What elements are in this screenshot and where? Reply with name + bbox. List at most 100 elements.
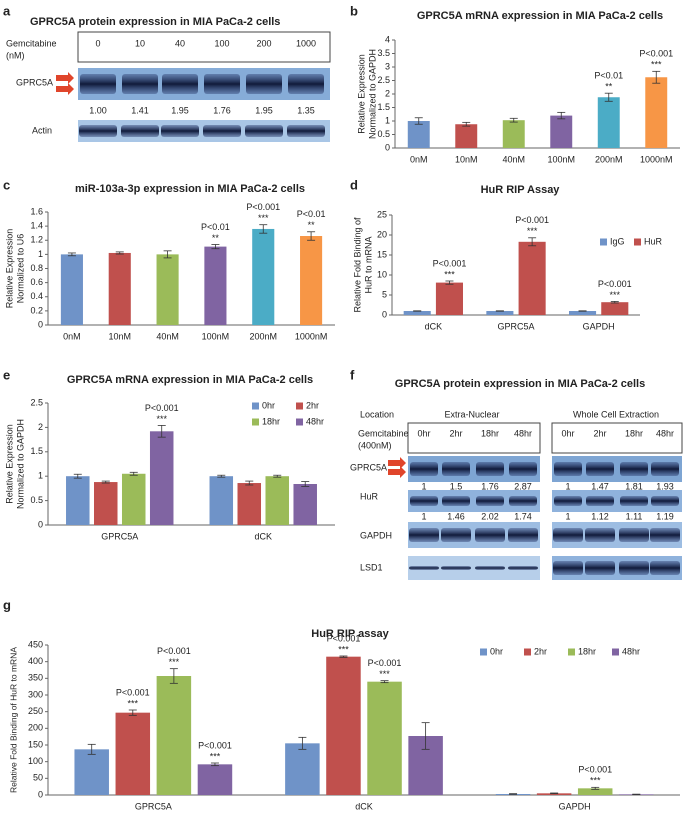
blot-band: [475, 528, 505, 542]
panel-label: g: [3, 597, 11, 612]
annotation: P<0.01: [594, 71, 623, 81]
blot-band: [204, 74, 240, 94]
y-tick-label: 20: [377, 229, 387, 239]
y-tick-label: 150: [28, 739, 43, 749]
y-tick-label: 3.5: [377, 48, 390, 58]
y-axis-label: HuR to mRNA: [363, 236, 373, 293]
quantification: 1.5: [450, 481, 463, 491]
group-label: Extra-Nuclear: [444, 409, 499, 419]
arrow: [56, 72, 74, 84]
blot-band: [161, 125, 199, 137]
treatment-label: Gemcitabine: [358, 428, 409, 438]
annotation: ***: [338, 644, 349, 654]
blot-band: [651, 462, 679, 476]
blot-band: [288, 74, 324, 94]
bar: [74, 749, 109, 795]
error-bar: [129, 471, 138, 476]
legend-label: 0hr: [490, 646, 503, 656]
bar: [265, 476, 289, 525]
annotation: ***: [527, 226, 538, 236]
y-tick-label: 1: [38, 471, 43, 481]
bar: [156, 676, 192, 795]
blot-band: [651, 496, 679, 506]
y-tick-label: 200: [28, 723, 43, 733]
x-tick-label: dCK: [355, 801, 373, 811]
quantification: 1.11: [626, 511, 643, 521]
error-bar: [67, 252, 76, 257]
blot-band: [620, 496, 648, 506]
bar: [293, 484, 317, 525]
lane-label: 48hr: [656, 428, 674, 438]
blot-band: [122, 74, 158, 94]
bar: [407, 121, 430, 148]
chart-title: GPRC5A mRNA expression in MIA PaCa-2 cel…: [67, 374, 313, 386]
annotation: P<0.001: [157, 646, 191, 656]
row-label: GPRC5A: [16, 77, 53, 87]
bar: [569, 311, 597, 315]
legend-swatch: [252, 418, 259, 426]
annotation: P<0.001: [145, 403, 179, 413]
lane-label: 48hr: [514, 428, 532, 438]
error-bar: [557, 111, 566, 120]
y-tick-label: 250: [28, 706, 43, 716]
error-bar: [509, 793, 518, 795]
bar: [252, 228, 275, 325]
legend-label: 48hr: [622, 646, 640, 656]
error-bar: [163, 250, 172, 259]
bar: [237, 483, 262, 525]
y-axis-label: Relative Expression: [356, 54, 366, 134]
annotation: ***: [128, 698, 139, 708]
legend-swatch: [524, 648, 531, 656]
quantification: 1: [565, 481, 570, 491]
arrow: [388, 466, 406, 478]
bar: [300, 236, 323, 325]
panel-label: b: [350, 3, 358, 18]
y-tick-label: 0: [38, 519, 43, 529]
error-bar: [307, 231, 316, 241]
x-tick-label: 0nM: [63, 331, 81, 341]
blot-band: [246, 74, 282, 94]
chart-title: miR-103a-3p expression in MIA PaCa-2 cel…: [75, 183, 305, 195]
lane-label: 0: [95, 38, 100, 48]
lane-label: 200: [256, 38, 271, 48]
y-tick-label: 0.4: [30, 291, 43, 301]
blot-band: [442, 462, 470, 476]
legend-swatch: [600, 238, 607, 246]
bar: [518, 241, 546, 315]
annotation: P<0.001: [433, 258, 467, 268]
bar: [285, 743, 320, 795]
bar: [326, 656, 361, 795]
legend-label: 2hr: [306, 400, 319, 410]
panel-label: d: [350, 177, 358, 192]
legend-label: 0hr: [262, 400, 275, 410]
lane-label: 1000: [296, 38, 316, 48]
quantification: 1.46: [447, 511, 465, 521]
annotation: ***: [210, 751, 221, 761]
y-tick-label: 2.5: [377, 75, 390, 85]
quantification: 2.87: [514, 481, 532, 491]
legend-swatch: [296, 402, 303, 410]
error-bar: [652, 70, 661, 84]
annotation: ***: [651, 60, 662, 70]
x-tick-label: 200nM: [249, 331, 277, 341]
bar: [455, 124, 478, 148]
x-tick-label: 10nM: [455, 154, 478, 164]
lane-label: 40: [175, 38, 185, 48]
error-bar: [157, 425, 166, 438]
error-bar: [380, 680, 389, 684]
annotation: P<0.01: [201, 222, 230, 232]
annotation: ***: [610, 290, 621, 300]
quantification: 1.00: [89, 105, 107, 115]
legend-label: 18hr: [262, 416, 280, 426]
lane-label: 0hr: [417, 428, 430, 438]
y-tick-label: 100: [28, 756, 43, 766]
error-bar: [73, 473, 82, 479]
x-tick-label: 10nM: [108, 331, 131, 341]
chart-title: GPRC5A mRNA expression in MIA PaCa-2 cel…: [417, 10, 663, 22]
blot-band: [409, 566, 439, 570]
y-tick-label: 300: [28, 689, 43, 699]
blot-band: [410, 496, 438, 506]
error-bar: [591, 786, 600, 790]
lane-label: 18hr: [625, 428, 643, 438]
